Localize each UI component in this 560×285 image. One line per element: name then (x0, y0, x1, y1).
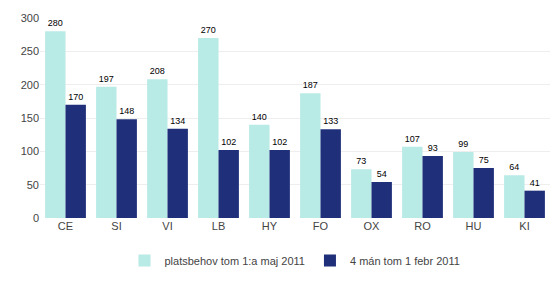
svg-text:102: 102 (272, 137, 287, 147)
svg-text:HU: HU (466, 220, 482, 232)
svg-text:LB: LB (212, 220, 225, 232)
svg-text:SI: SI (111, 220, 121, 232)
svg-text:148: 148 (119, 106, 134, 116)
svg-text:250: 250 (21, 45, 39, 57)
svg-text:73: 73 (356, 156, 366, 166)
svg-text:140: 140 (252, 112, 267, 122)
svg-text:187: 187 (303, 80, 318, 90)
svg-text:107: 107 (405, 134, 420, 144)
svg-text:200: 200 (21, 79, 39, 91)
svg-text:134: 134 (170, 116, 185, 126)
svg-text:270: 270 (201, 25, 216, 35)
svg-text:99: 99 (458, 139, 468, 149)
svg-text:100: 100 (21, 145, 39, 157)
svg-text:OX: OX (364, 220, 381, 232)
svg-text:133: 133 (323, 116, 338, 126)
svg-text:150: 150 (21, 112, 39, 124)
svg-text:FO: FO (313, 220, 329, 232)
svg-text:300: 300 (21, 12, 39, 24)
svg-text:RO: RO (414, 220, 431, 232)
svg-text:HY: HY (262, 220, 278, 232)
svg-text:4 mán tom 1 febr 2011: 4 mán tom 1 febr 2011 (350, 255, 460, 267)
svg-text:CE: CE (58, 220, 73, 232)
svg-text:platsbehov tom 1:a maj 2011: platsbehov tom 1:a maj 2011 (165, 255, 305, 267)
svg-text:75: 75 (479, 155, 489, 165)
svg-text:0: 0 (33, 212, 39, 224)
svg-text:280: 280 (48, 18, 63, 28)
svg-text:170: 170 (68, 92, 83, 102)
svg-text:54: 54 (377, 169, 387, 179)
svg-text:KI: KI (519, 220, 529, 232)
svg-text:93: 93 (428, 143, 438, 153)
svg-text:197: 197 (99, 74, 114, 84)
svg-text:64: 64 (509, 162, 519, 172)
svg-text:50: 50 (27, 179, 39, 191)
svg-text:208: 208 (150, 66, 165, 76)
svg-text:41: 41 (530, 178, 540, 188)
svg-text:VI: VI (162, 220, 172, 232)
svg-text:102: 102 (221, 137, 236, 147)
